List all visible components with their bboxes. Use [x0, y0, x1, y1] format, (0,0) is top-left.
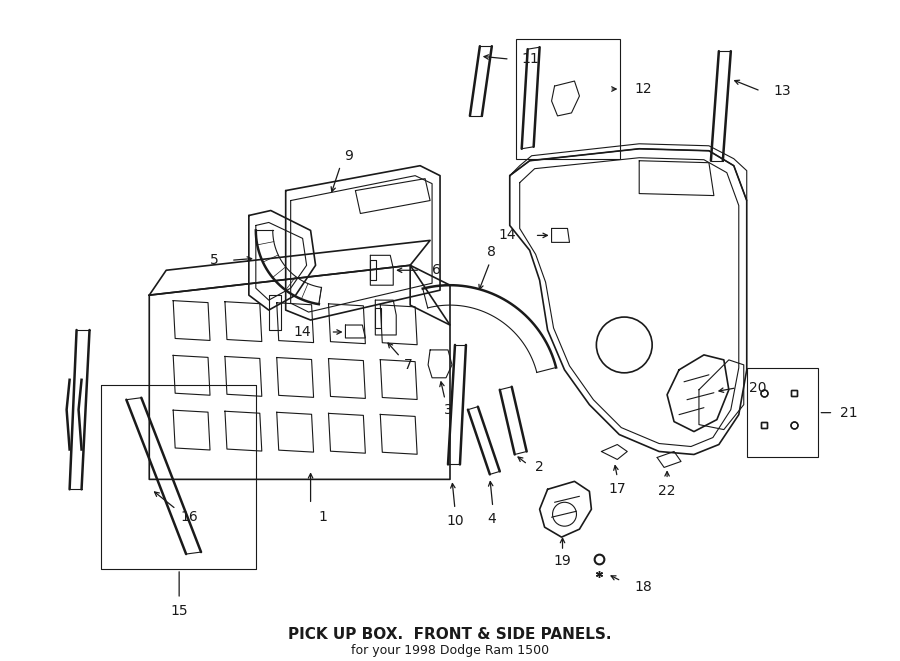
Text: 9: 9	[344, 149, 353, 163]
Text: 6: 6	[432, 263, 441, 277]
Text: PICK UP BOX.  FRONT & SIDE PANELS.: PICK UP BOX. FRONT & SIDE PANELS.	[288, 627, 612, 642]
Text: 15: 15	[170, 603, 188, 618]
Text: 11: 11	[522, 52, 539, 66]
Text: 4: 4	[488, 512, 496, 526]
Text: 19: 19	[554, 554, 572, 568]
Text: 14: 14	[498, 229, 516, 243]
Text: 13: 13	[774, 84, 791, 98]
Text: 3: 3	[444, 403, 453, 416]
Text: 8: 8	[488, 245, 496, 259]
Text: 14: 14	[293, 325, 310, 339]
Text: 21: 21	[841, 406, 858, 420]
Text: 20: 20	[749, 381, 766, 395]
Text: for your 1998 Dodge Ram 1500: for your 1998 Dodge Ram 1500	[351, 644, 549, 657]
Text: 1: 1	[318, 510, 327, 524]
Text: 12: 12	[634, 82, 652, 96]
Text: 2: 2	[536, 461, 544, 475]
Text: 22: 22	[658, 485, 676, 498]
Text: 10: 10	[446, 514, 464, 528]
Text: 5: 5	[211, 253, 219, 267]
Text: 18: 18	[634, 580, 652, 594]
Text: 16: 16	[180, 510, 198, 524]
Text: 17: 17	[608, 483, 626, 496]
Text: 7: 7	[404, 358, 412, 372]
